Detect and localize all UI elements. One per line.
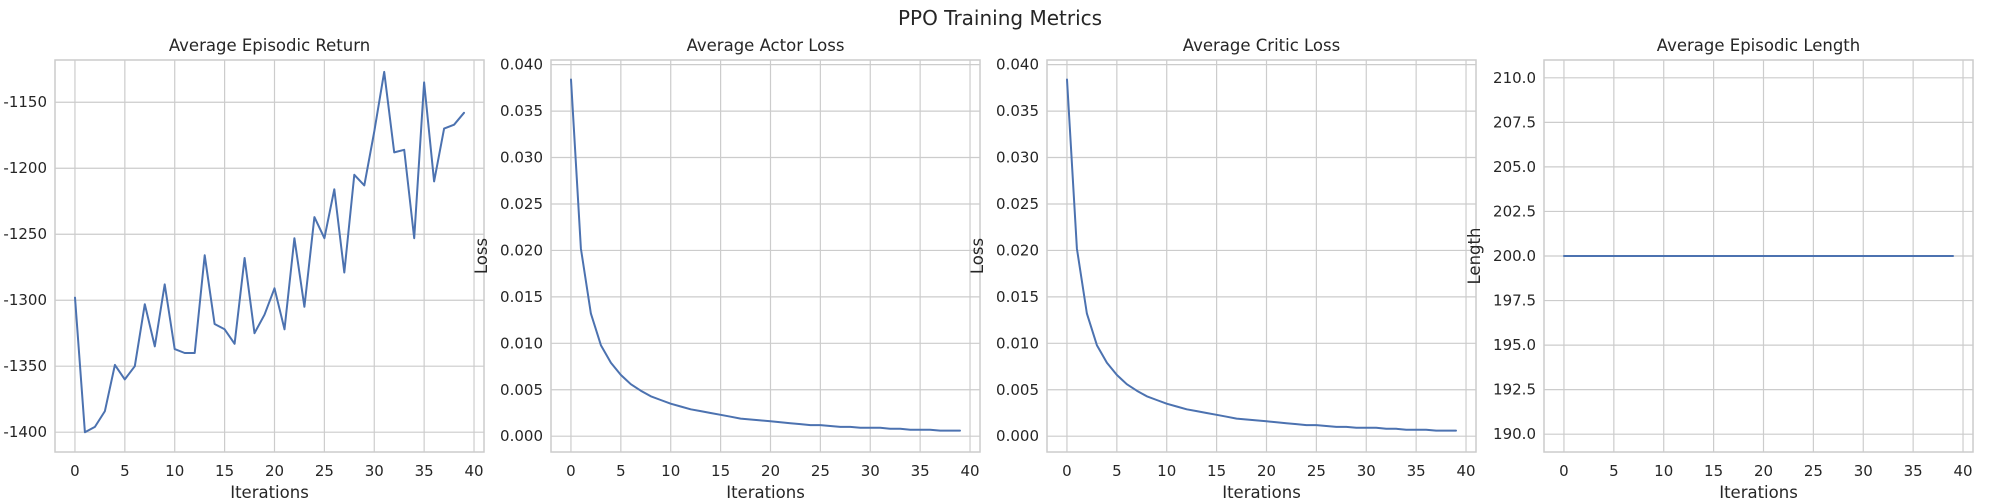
y-tick-label: 200.0 bbox=[1493, 247, 1536, 265]
x-tick-label: 30 bbox=[1357, 462, 1376, 480]
x-tick-label: 20 bbox=[1257, 462, 1276, 480]
x-tick-label: 40 bbox=[1953, 462, 1972, 480]
y-tick-label: 0.030 bbox=[500, 149, 543, 167]
y-tick-label: 0.030 bbox=[996, 149, 1039, 167]
x-axis-label: Iterations bbox=[1222, 483, 1301, 500]
y-tick-label: 210.0 bbox=[1493, 69, 1536, 87]
y-tick-label: 190.0 bbox=[1493, 425, 1536, 443]
x-tick-label: 35 bbox=[911, 462, 930, 480]
x-tick-label: 25 bbox=[1307, 462, 1326, 480]
x-tick-label: 15 bbox=[1207, 462, 1226, 480]
y-tick-label: 197.5 bbox=[1493, 292, 1536, 310]
y-tick-label: -1200 bbox=[3, 159, 47, 177]
chart-panel-3: 0 5 10 15 20 25 30 35 40 0.000 0.005 0.010 0.015 0.02… bbox=[968, 36, 1477, 500]
x-tick-label: 40 bbox=[464, 462, 483, 480]
y-tick-label: 195.0 bbox=[1493, 336, 1536, 354]
y-tick-label: 202.5 bbox=[1493, 202, 1536, 220]
y-tick-label: 0.020 bbox=[500, 241, 543, 259]
y-tick-label: 0.035 bbox=[500, 102, 543, 120]
x-tick-label: 15 bbox=[711, 462, 730, 480]
x-tick-label: 10 bbox=[165, 462, 184, 480]
y-tick-label: 207.5 bbox=[1493, 113, 1536, 131]
x-axis-label: Iterations bbox=[726, 483, 805, 500]
series-line bbox=[570, 78, 961, 432]
chart-title: Average Episodic Length bbox=[1657, 36, 1860, 55]
y-tick-label: -1350 bbox=[3, 357, 47, 375]
x-tick-label: 5 bbox=[616, 462, 626, 480]
figure-title: PPO Training Metrics bbox=[898, 6, 1102, 30]
panels: 0 5 10 15 20 25 30 35 40 -1400 -1350 -1300 -1250 -120… bbox=[3, 36, 1974, 500]
x-tick-label: 35 bbox=[415, 462, 434, 480]
x-tick-label: 20 bbox=[265, 462, 284, 480]
x-tick-label: 0 bbox=[566, 462, 576, 480]
y-tick-label: 205.0 bbox=[1493, 158, 1536, 176]
y-tick-label: -1250 bbox=[3, 225, 47, 243]
x-tick-label: 5 bbox=[1609, 462, 1619, 480]
x-tick-label: 40 bbox=[960, 462, 979, 480]
y-tick-label: 0.000 bbox=[996, 427, 1039, 445]
series-line bbox=[1066, 78, 1457, 432]
y-axis-label: Length bbox=[1465, 228, 1484, 285]
chart-panel-4: 0 5 10 15 20 25 30 35 40 190.0 192.5 195.0 197.5 200.… bbox=[1465, 36, 1974, 500]
y-tick-label: 0.015 bbox=[500, 288, 543, 306]
y-tick-label: 0.035 bbox=[996, 102, 1039, 120]
y-axis-label: Loss bbox=[968, 238, 987, 274]
x-tick-label: 0 bbox=[1062, 462, 1072, 480]
y-tick-label: 0.000 bbox=[500, 427, 543, 445]
x-tick-label: 35 bbox=[1407, 462, 1426, 480]
x-tick-label: 30 bbox=[1854, 462, 1873, 480]
x-tick-label: 10 bbox=[1157, 462, 1176, 480]
y-tick-label: 0.025 bbox=[996, 195, 1039, 213]
y-tick-label: -1400 bbox=[3, 423, 47, 441]
x-tick-label: 20 bbox=[1754, 462, 1773, 480]
chart-title: Average Critic Loss bbox=[1183, 36, 1340, 55]
x-tick-label: 0 bbox=[1559, 462, 1569, 480]
y-tick-label: 0.040 bbox=[500, 56, 543, 74]
x-tick-label: 10 bbox=[661, 462, 680, 480]
x-tick-label: 25 bbox=[315, 462, 334, 480]
x-tick-label: 5 bbox=[1112, 462, 1122, 480]
y-tick-label: 0.015 bbox=[996, 288, 1039, 306]
x-tick-label: 30 bbox=[365, 462, 384, 480]
series-line bbox=[74, 70, 465, 434]
x-tick-label: 35 bbox=[1904, 462, 1923, 480]
y-tick-label: -1150 bbox=[3, 93, 47, 111]
chart-title: Average Actor Loss bbox=[687, 36, 845, 55]
y-tick-label: 0.025 bbox=[500, 195, 543, 213]
plot-frame bbox=[550, 59, 981, 453]
y-tick-label: 0.005 bbox=[996, 381, 1039, 399]
x-tick-label: 25 bbox=[1804, 462, 1823, 480]
chart-title: Average Episodic Return bbox=[169, 36, 370, 55]
x-tick-label: 15 bbox=[215, 462, 234, 480]
chart-panel-2: 0 5 10 15 20 25 30 35 40 0.000 0.005 0.010 0.015 0.02… bbox=[472, 36, 981, 500]
plot-frame bbox=[1046, 59, 1477, 453]
y-tick-label: 192.5 bbox=[1493, 381, 1536, 399]
x-tick-label: 40 bbox=[1456, 462, 1475, 480]
x-tick-label: 30 bbox=[861, 462, 880, 480]
x-axis-label: Iterations bbox=[230, 483, 309, 500]
y-tick-label: -1300 bbox=[3, 291, 47, 309]
x-tick-label: 25 bbox=[811, 462, 830, 480]
y-tick-label: 0.005 bbox=[500, 381, 543, 399]
x-tick-label: 15 bbox=[1704, 462, 1723, 480]
x-tick-label: 10 bbox=[1654, 462, 1673, 480]
plot-frame bbox=[54, 59, 485, 453]
x-tick-label: 20 bbox=[761, 462, 780, 480]
y-tick-label: 0.010 bbox=[996, 334, 1039, 352]
y-tick-label: 0.040 bbox=[996, 56, 1039, 74]
y-axis-label: Loss bbox=[472, 238, 491, 274]
x-tick-label: 5 bbox=[120, 462, 130, 480]
chart-panel-1: 0 5 10 15 20 25 30 35 40 -1400 -1350 -1300 -1250 -120… bbox=[3, 36, 485, 500]
x-axis-label: Iterations bbox=[1719, 483, 1798, 500]
plot-frame bbox=[1543, 59, 1974, 453]
y-tick-label: 0.010 bbox=[500, 334, 543, 352]
y-tick-label: 0.020 bbox=[996, 241, 1039, 259]
x-tick-label: 0 bbox=[70, 462, 80, 480]
